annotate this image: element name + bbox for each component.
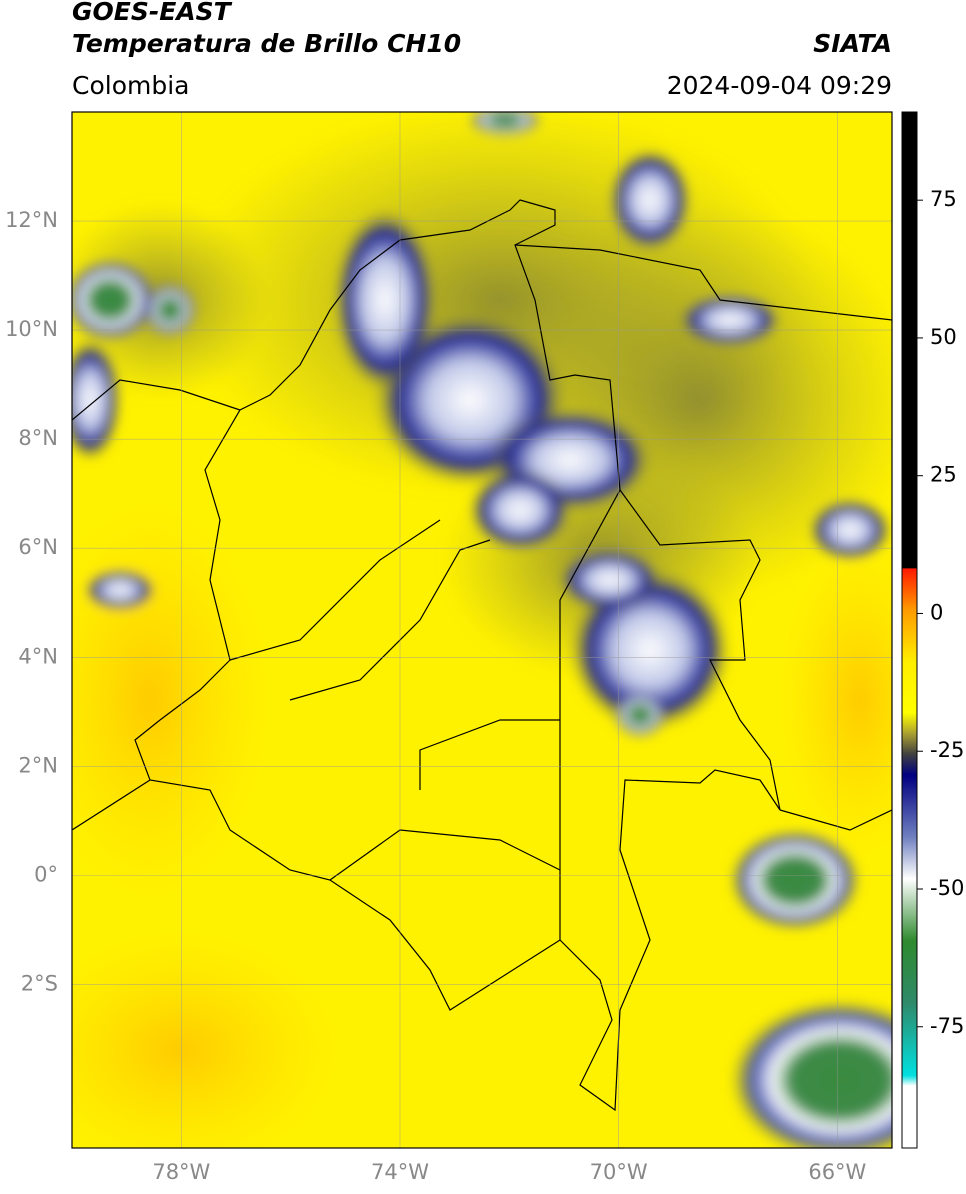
source: SIATA [813,29,892,58]
lon-tick-label: 70°W [590,1160,648,1184]
lat-tick-label: 12°N [5,208,58,232]
lat-tick-label: 10°N [5,317,58,341]
colorbar-tick-label: 25 [930,463,957,487]
lat-tick-label: 6°N [18,535,58,559]
map-frame [71,111,893,1149]
subtitle: Temperatura de Brillo CH10 [72,29,461,58]
colorbar-tick-label: 0 [930,600,943,624]
colorbar [901,111,918,1149]
datetime: 2024-09-04 09:29 [667,71,892,100]
lat-tick-label: 8°N [18,426,58,450]
lat-tick-label: 4°N [18,644,58,668]
lon-tick-label: 66°W [808,1160,866,1184]
colorbar-tick-label: -75 [930,1014,964,1038]
grid [72,112,892,1148]
lat-tick-label: 2°S [21,971,58,995]
lon-tick-label: 78°W [152,1160,210,1184]
colorbar-tick-label: 50 [930,325,957,349]
lat-tick-label: 2°N [18,753,58,777]
colorbar-tick-label: 75 [930,187,957,211]
satellite-image [72,112,892,1148]
title: GOES-EAST [72,0,233,26]
colorbar-tick-label: -25 [930,738,964,762]
region: Colombia [72,71,189,100]
lon-tick-label: 74°W [371,1160,429,1184]
colorbar-tick-label: -50 [930,876,964,900]
lat-tick-label: 0° [34,862,58,886]
